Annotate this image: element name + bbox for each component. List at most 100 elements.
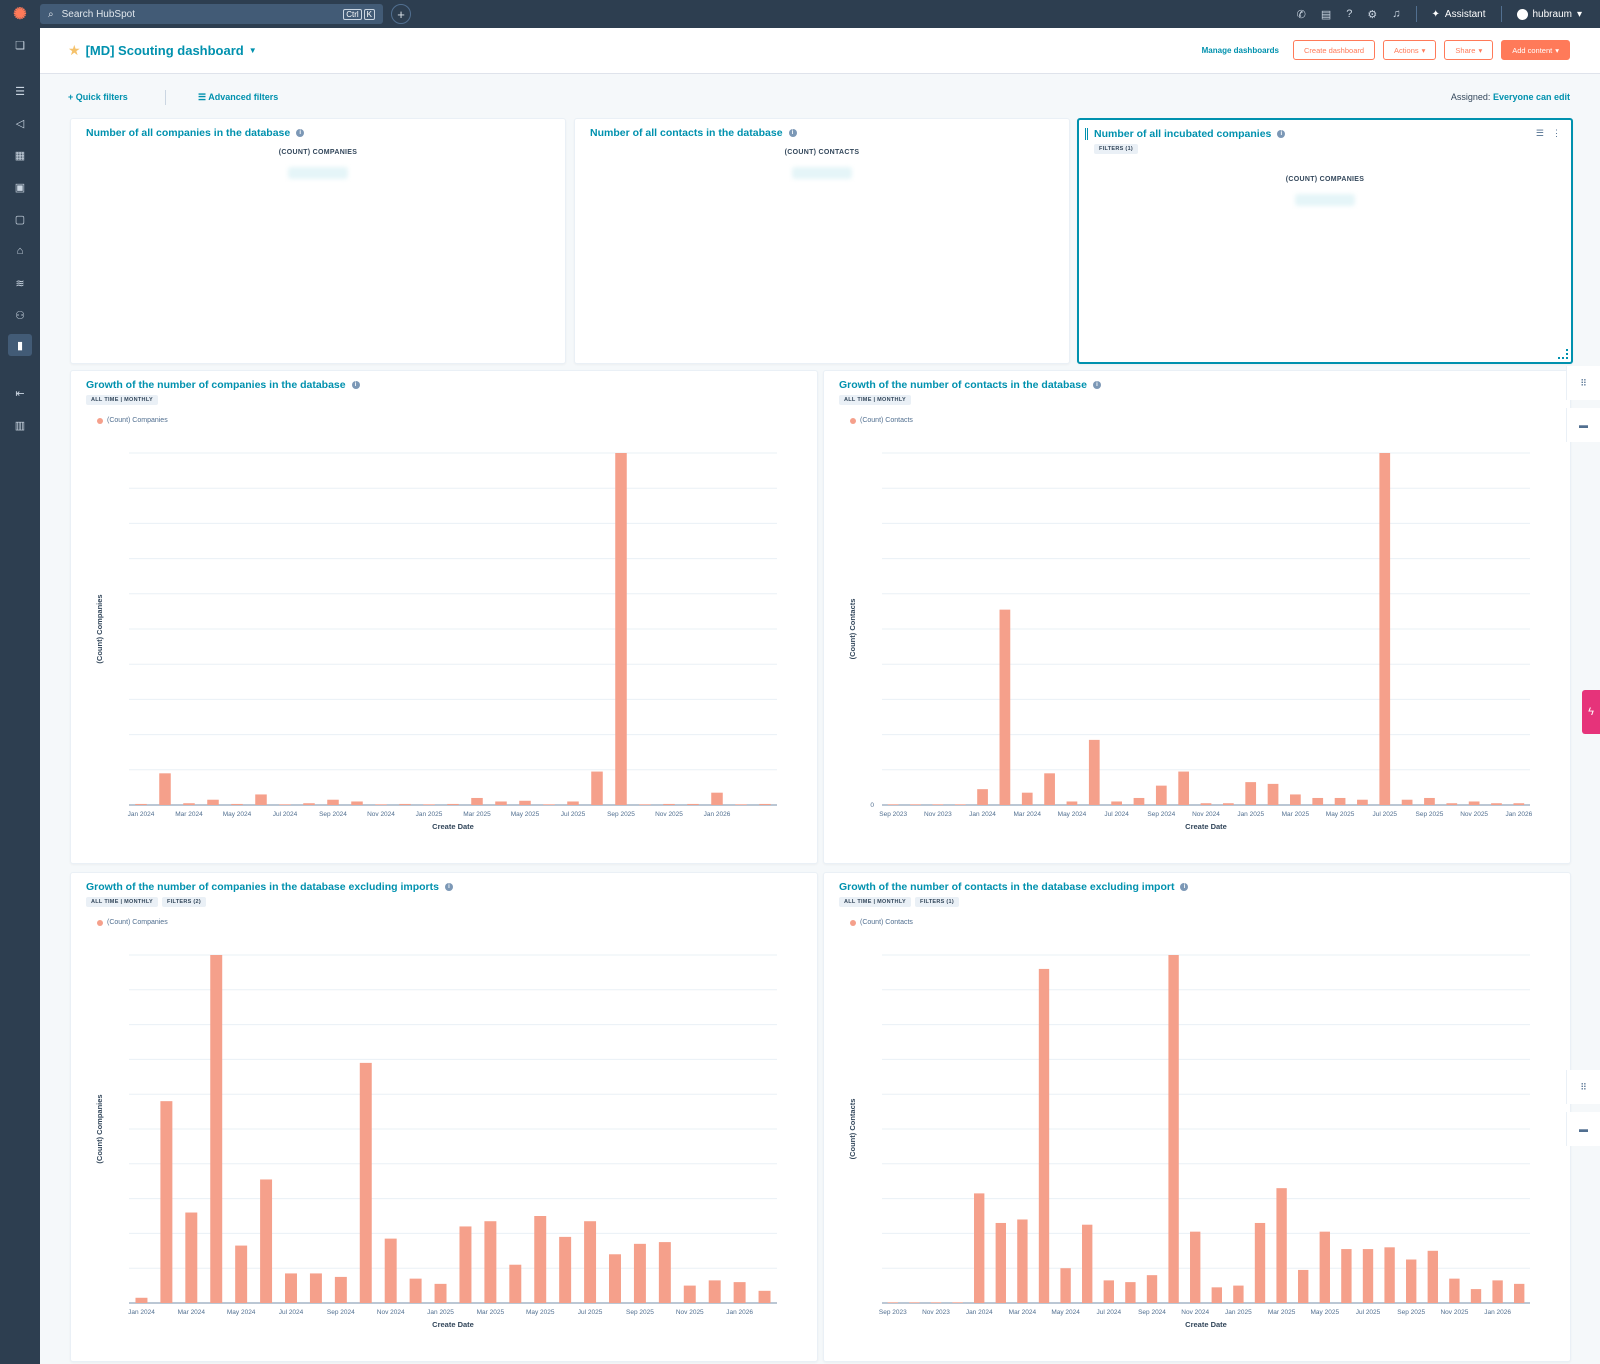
bar[interactable] [1319,1231,1330,1303]
bar[interactable] [567,801,579,805]
filter-pill[interactable]: ALL TIME | MONTHLY [839,395,911,405]
bar[interactable] [1017,1219,1028,1303]
bar[interactable] [484,1221,497,1303]
bar[interactable] [409,1278,422,1303]
marketing-icon[interactable]: ◁ [15,117,25,130]
card-companies-growth[interactable]: Growth of the number of companies in the… [70,370,818,864]
bar[interactable] [559,1236,572,1303]
bar[interactable] [1290,794,1301,805]
card-companies-growth-excl-imports[interactable]: Growth of the number of companies in the… [70,872,818,1362]
bar[interactable] [1111,801,1122,805]
bar[interactable] [711,792,723,805]
bar[interactable] [1133,797,1145,805]
bar[interactable] [733,1282,746,1303]
bar[interactable] [135,1297,148,1303]
assigned-value[interactable]: Everyone can edit [1492,92,1570,102]
bar[interactable] [359,1062,372,1303]
collapse-sidebar-icon[interactable]: ⇤ [15,387,25,400]
resize-handle[interactable] [1558,349,1568,359]
bar[interactable] [909,1302,920,1303]
marketplace-icon[interactable]: ▤ [1320,8,1332,21]
info-icon[interactable]: i [351,381,360,389]
more-options-icon[interactable]: ⋮ [1552,128,1561,138]
bar[interactable] [584,1221,597,1303]
bar[interactable] [543,804,555,805]
chart-legend[interactable]: (Count) Companies [97,417,168,424]
bar[interactable] [423,804,435,805]
card-title[interactable]: Number of all companies in the database i [86,127,305,139]
bar[interactable] [185,1212,198,1303]
create-dashboard-button[interactable]: Create dashboard [1293,40,1376,60]
bar[interactable] [1449,1278,1460,1303]
help-icon[interactable]: ? [1346,8,1353,20]
bar[interactable] [1427,1250,1438,1303]
bar[interactable] [1200,803,1212,805]
actions-button[interactable]: Actions ▾ [1383,40,1437,60]
card-companies-total[interactable]: Number of all companies in the database i… [70,118,566,364]
chart-legend[interactable]: (Count) Contacts [850,417,913,424]
bar[interactable] [1190,1231,1201,1303]
sales-icon[interactable]: ▣ [14,181,26,194]
bar[interactable] [1267,783,1279,805]
bar[interactable] [1125,1282,1136,1303]
bar[interactable] [210,955,223,1303]
bar[interactable] [932,804,944,805]
bar[interactable] [235,1245,248,1303]
bar[interactable] [609,1254,621,1303]
bar[interactable] [534,1216,547,1303]
bar[interactable] [135,803,147,805]
bar[interactable] [683,1285,696,1303]
filter-sliders-icon[interactable]: ☰ [1535,128,1544,138]
advanced-filters-button[interactable]: ☰ Advanced filters [198,92,278,103]
info-icon[interactable]: i [1277,130,1286,138]
filter-pill[interactable]: FILTERS (1) [914,897,960,907]
phone-icon[interactable]: ✆ [1296,8,1306,21]
bar[interactable] [447,803,459,805]
bar[interactable] [1468,801,1480,805]
chart-title[interactable]: Growth of the number of companies in the… [86,881,453,893]
bar[interactable] [519,800,531,805]
bar[interactable] [1044,773,1055,805]
chart-title[interactable]: Growth of the number of companies in the… [86,379,360,391]
bar[interactable] [930,1302,942,1303]
bar[interactable] [735,804,747,805]
bar[interactable] [255,794,267,805]
card-contacts-growth-excl-import[interactable]: Growth of the number of contacts in the … [823,872,1571,1362]
apps-icon[interactable]: ▥ [14,419,26,432]
bell-icon[interactable]: ♫ [1392,8,1401,20]
grid-layout-icon[interactable]: ⠿ [1566,1070,1600,1104]
bar[interactable] [952,1302,963,1303]
reporting-icon[interactable]: ▮ [8,334,32,356]
share-button[interactable]: Share ▾ [1444,40,1494,60]
filters-pill[interactable]: FILTERS (1) [1094,144,1139,154]
card-contacts-total[interactable]: Number of all contacts in the database i … [574,118,1070,364]
manage-dashboards-link[interactable]: Manage dashboards [1201,45,1279,55]
bar[interactable] [1470,1289,1482,1303]
bar[interactable] [658,1242,671,1303]
bar[interactable] [260,1179,273,1303]
bar[interactable] [1103,1280,1114,1303]
info-icon[interactable]: i [788,129,797,137]
chart-legend[interactable]: (Count) Companies [97,919,168,926]
info-icon[interactable]: i [444,883,453,891]
bar[interactable] [285,1273,297,1303]
chart-title[interactable]: Growth of the number of contacts in the … [839,881,1189,893]
info-icon[interactable]: i [1092,381,1101,389]
bar[interactable] [1082,1224,1093,1303]
settings-icon[interactable]: ⚙ [1367,8,1378,21]
card-contacts-growth[interactable]: Growth of the number of contacts in the … [823,370,1571,864]
bar[interactable] [207,799,219,805]
bar[interactable] [1341,1249,1352,1303]
bar[interactable] [977,789,988,805]
contacts-icon[interactable]: ☰ [15,85,25,98]
comments-icon[interactable]: ▬ [1566,1112,1600,1146]
bar[interactable] [1038,968,1050,1303]
chart-legend[interactable]: (Count) Contacts [850,919,913,926]
bar[interactable] [1060,1268,1071,1303]
bar[interactable] [1424,797,1435,805]
bar[interactable] [1312,797,1324,805]
bar[interactable] [160,1101,173,1303]
bar[interactable] [1155,785,1167,805]
comments-icon[interactable]: ▬ [1566,408,1600,442]
bar[interactable] [687,803,699,805]
